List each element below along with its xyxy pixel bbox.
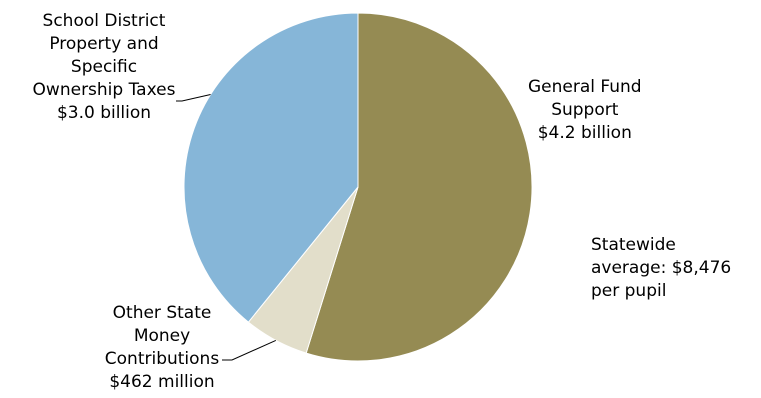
statewide-average-annotation: Statewide average: $8,476 per pupil <box>591 234 731 303</box>
slice-label-general-fund: General Fund Support $4.2 billion <box>528 76 642 145</box>
slice-label-line: General Fund <box>528 77 642 97</box>
pie-slice-general-fund <box>305 12 533 362</box>
slice-label-line: Property and <box>49 34 159 54</box>
slice-label-line: Support <box>551 100 619 120</box>
slice-label-line: School District <box>42 11 166 31</box>
slice-label-school-district: School District Property and Specific Ow… <box>18 10 190 125</box>
leader-line-other-state <box>222 339 277 361</box>
annotation-line: average: $8,476 <box>591 258 732 278</box>
annotation-line: Statewide <box>591 235 676 255</box>
slice-label-line: Contributions <box>104 349 220 369</box>
slice-label-line: Money <box>133 326 191 346</box>
slice-label-line: Ownership Taxes <box>32 80 176 100</box>
slice-label-line: Other State <box>112 303 212 323</box>
annotation-line: per pupil <box>591 281 667 301</box>
slice-label-line: Specific <box>70 57 138 77</box>
slice-label-line: $3.0 billion <box>56 103 152 123</box>
slice-label-line: $462 million <box>109 372 215 392</box>
slice-label-line: $4.2 billion <box>537 123 632 143</box>
pie-slice-school-district <box>183 12 359 323</box>
leader-line-school-district <box>176 94 211 102</box>
slice-label-other-state: Other State Money Contributions $462 mil… <box>92 302 232 394</box>
